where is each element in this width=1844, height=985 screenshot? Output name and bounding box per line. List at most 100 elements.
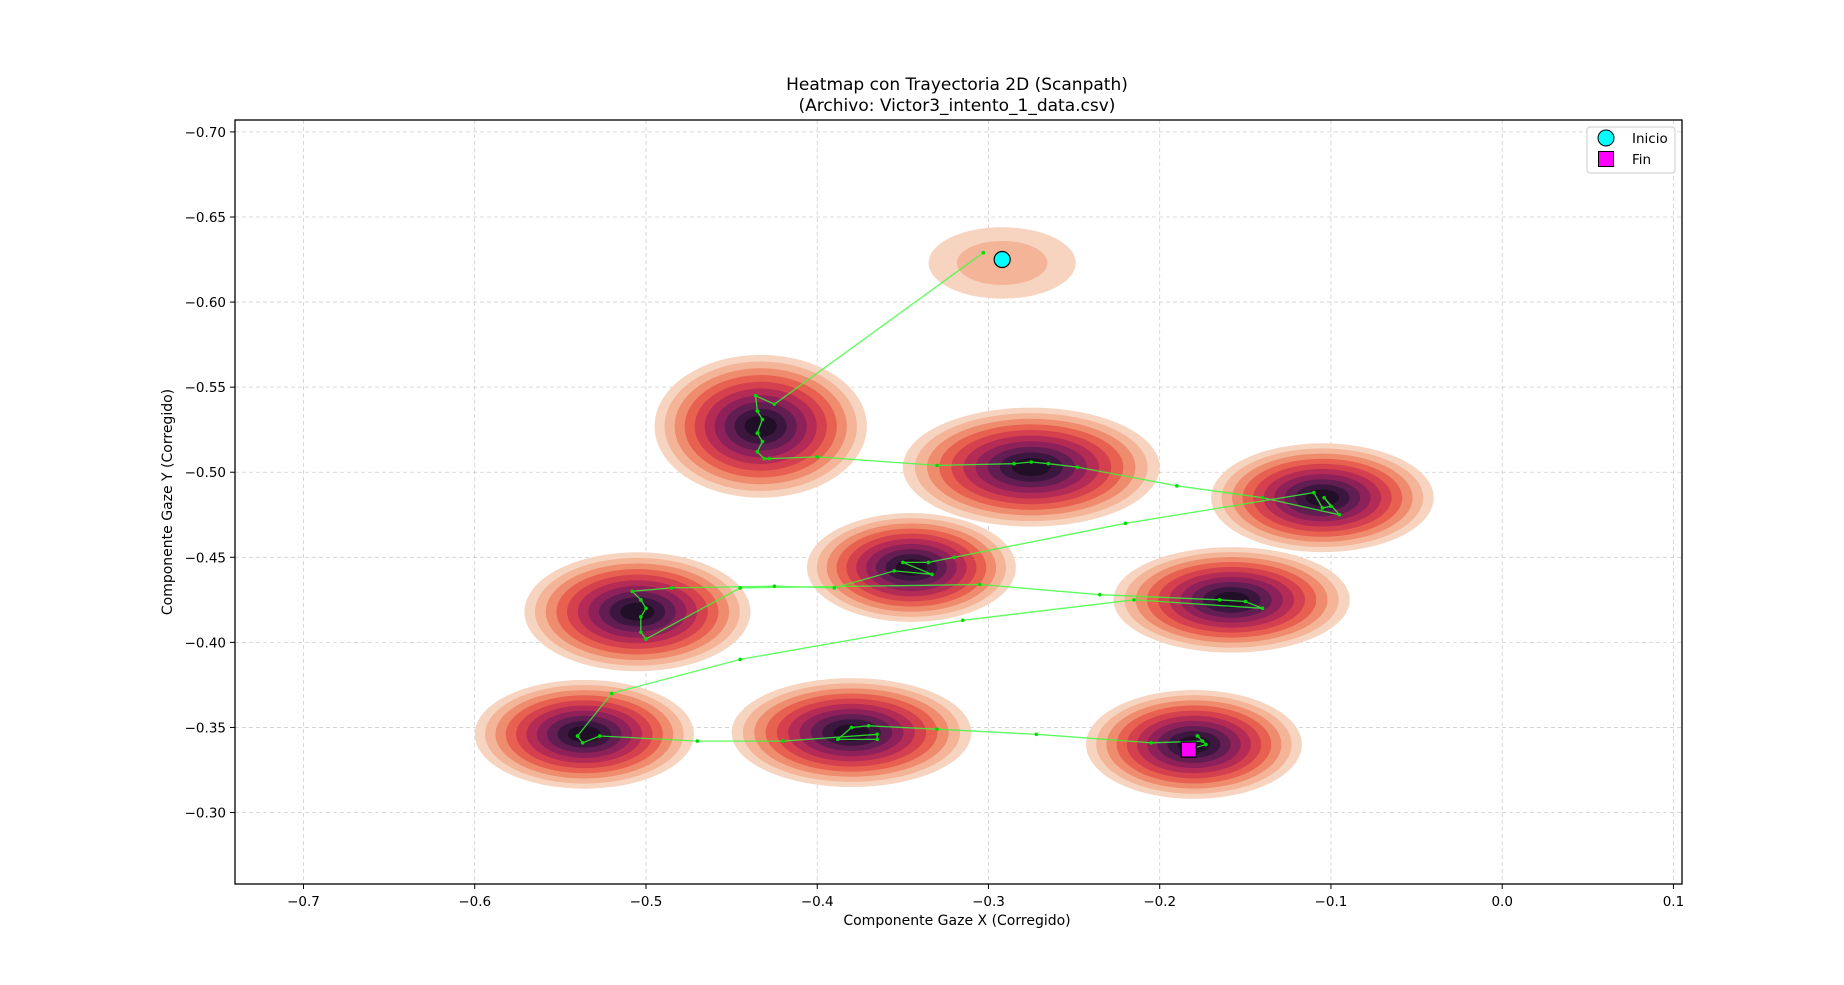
scanpath-point (1195, 734, 1200, 738)
scanpath-point (935, 727, 939, 731)
x-tick-label: 0.0 (1491, 894, 1512, 910)
x-tick-label: −0.5 (630, 894, 663, 910)
scanpath-point (981, 250, 986, 255)
legend-start-marker (1597, 129, 1615, 147)
density-layer (474, 227, 1434, 799)
density-level (744, 415, 777, 438)
y-tick-label: −0.70 (185, 125, 226, 141)
scanpath-point (849, 725, 854, 730)
marker-layer (993, 250, 1197, 758)
x-tick-label: −0.7 (287, 894, 320, 910)
scanpath-point (1075, 465, 1080, 469)
x-tick-label: −0.4 (801, 894, 834, 910)
legend: Inicio Fin (1586, 126, 1676, 174)
x-tick-label: −0.6 (458, 894, 491, 910)
scanpath-point (926, 560, 931, 565)
scanpath-point (1132, 598, 1136, 602)
scanpath-point (930, 572, 934, 577)
scanpath-point (755, 409, 760, 413)
scanpath-point (935, 463, 939, 468)
scanpath-point (832, 586, 837, 590)
legend-label-end: Fin (1632, 152, 1651, 168)
density-level (620, 602, 655, 621)
scanpath-point (892, 569, 897, 573)
scanpath-point (639, 615, 643, 619)
scanpath-point (644, 606, 648, 611)
scanpath-point (772, 584, 777, 589)
end-marker (1180, 741, 1197, 758)
x-tick-label: −0.3 (972, 894, 1005, 910)
density-level (1213, 591, 1250, 608)
y-tick-label: −0.50 (185, 465, 226, 481)
scanpath-layer (575, 250, 1342, 752)
scanpath-point (580, 740, 585, 745)
scanpath-point (1312, 490, 1316, 495)
y-tick-label: −0.40 (185, 635, 226, 651)
y-axis-label: Componente Gaze Y (Corregido) (160, 389, 176, 615)
y-tick-label: −0.45 (185, 550, 226, 566)
scanpath-point (1097, 592, 1102, 597)
scanpath-point (630, 589, 635, 594)
scanpath-point (1260, 495, 1265, 500)
scanpath-point (1029, 460, 1034, 464)
chart-subtitle: (Archivo: Victor3_intento_1_data.csv) (799, 96, 1116, 116)
scanpath-point (901, 560, 905, 565)
scanpath-point (767, 456, 772, 461)
start-marker (993, 250, 1011, 269)
scanpath-point (639, 598, 643, 602)
scanpath-point (755, 431, 760, 435)
scanpath-point (1337, 512, 1342, 517)
scanpath-point (762, 456, 766, 461)
scanpath-point (1329, 504, 1333, 509)
scanpath-point (1034, 732, 1039, 737)
scanpath-point (1175, 484, 1179, 488)
y-tick-label: −0.30 (185, 806, 226, 822)
y-tick-label: −0.65 (185, 210, 226, 226)
x-axis-label: Componente Gaze X (Corregido) (843, 913, 1070, 929)
scanpath-point (835, 737, 840, 742)
scanpath-point (1200, 739, 1205, 743)
y-tick-label: −0.60 (185, 295, 226, 311)
scanpath-point (760, 439, 765, 444)
scanpath-point (753, 393, 758, 398)
y-tick-label: −0.35 (185, 720, 226, 736)
scanpath-point (815, 455, 820, 459)
scanpath-point (609, 691, 614, 696)
legend-label-start: Inicio (1632, 131, 1668, 147)
scanpath-point (1320, 506, 1325, 510)
scanpath-point (1204, 742, 1208, 747)
scanpath-point (669, 586, 674, 590)
scanpath-point (1123, 521, 1128, 526)
plot-frame (234, 119, 1683, 885)
scanpath-point (755, 450, 760, 454)
chart-title: Heatmap con Trayectoria 2D (Scanpath) (786, 75, 1128, 95)
scanpath-point (1012, 461, 1016, 466)
scanpath-point (875, 737, 879, 742)
scanpath-point (738, 586, 742, 590)
scanpath-point (575, 734, 580, 738)
scanpath-point (597, 734, 602, 738)
scanpath-point (695, 739, 700, 743)
y-axis: −0.70 −0.65 −0.60 −0.55 −0.50 −0.45 −0.40 −0.35… (185, 125, 235, 822)
x-tick-label: −0.1 (1315, 894, 1348, 910)
scanpath-point (1322, 495, 1326, 500)
scanpath-point (866, 723, 871, 728)
scanpath-point (738, 657, 742, 662)
legend-end-marker (1598, 151, 1614, 167)
scanpath-point (781, 739, 785, 743)
y-tick-label: −0.55 (185, 380, 226, 396)
scanpath-point (952, 555, 957, 560)
x-tick-label: 0.1 (1663, 894, 1684, 910)
scanpath-point (1243, 599, 1248, 604)
scanpath-point (1046, 461, 1051, 466)
scanpath-point (960, 618, 965, 623)
scanpath-point (639, 630, 643, 634)
scanpath-point (760, 417, 765, 422)
x-tick-label: −0.2 (1143, 894, 1176, 910)
scanpath-point (772, 402, 777, 406)
scanpath-point (978, 582, 982, 587)
scanpath-point (1217, 598, 1222, 602)
scanpath-point (1260, 606, 1265, 611)
